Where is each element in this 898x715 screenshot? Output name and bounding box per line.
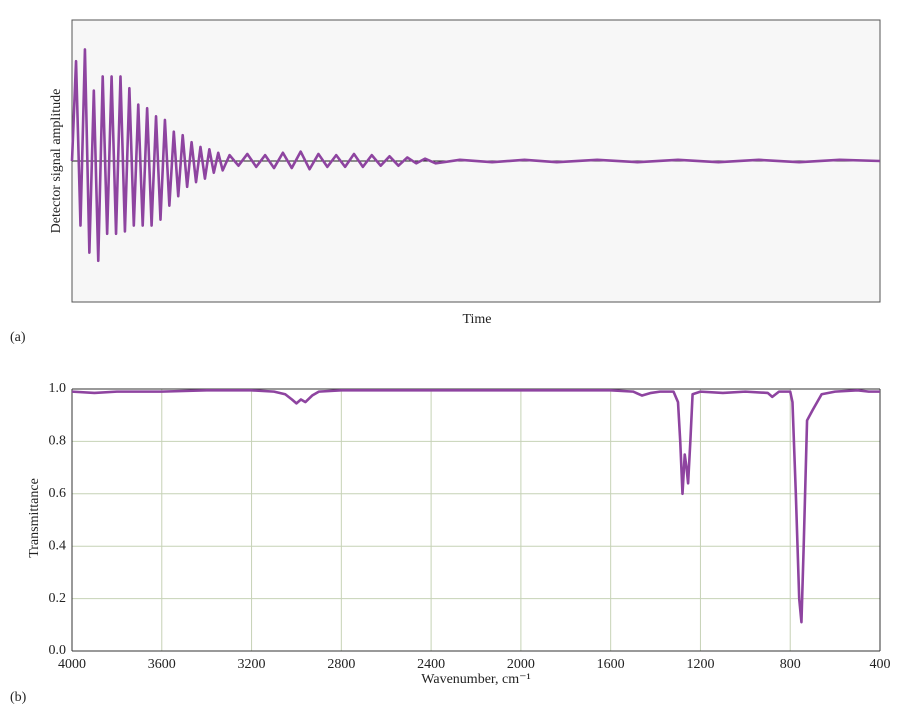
x-tick-label: 2800 — [327, 657, 355, 672]
x-axis-label: Time — [462, 312, 491, 327]
y-tick-label: 0.2 — [49, 591, 67, 606]
y-axis-label: Detector signal amplitude — [49, 89, 64, 234]
x-tick-label: 1600 — [597, 657, 625, 672]
y-tick-label: 0.8 — [49, 434, 67, 449]
x-tick-label: 800 — [780, 657, 801, 672]
y-axis-label: Transmittance — [27, 478, 42, 558]
x-tick-label: 400 — [870, 657, 891, 672]
panel-label: (a) — [10, 330, 26, 345]
signal-line — [71, 389, 880, 624]
signal-line — [70, 48, 881, 263]
y-tick-label: 0.6 — [49, 486, 67, 501]
x-tick-label: 3600 — [148, 657, 176, 672]
x-tick-label: 2400 — [417, 657, 445, 672]
y-tick-label: 1.0 — [49, 381, 67, 396]
x-tick-label: 1200 — [686, 657, 714, 672]
x-tick-label: 4000 — [58, 657, 86, 672]
x-tick-label: 3200 — [238, 657, 266, 672]
y-tick-label: 0.0 — [49, 643, 67, 658]
panel-label: (b) — [10, 690, 27, 705]
x-tick-label: 2000 — [507, 657, 535, 672]
x-axis-label: Wavenumber, cm⁻¹ — [421, 672, 530, 687]
y-tick-label: 0.4 — [49, 538, 67, 553]
